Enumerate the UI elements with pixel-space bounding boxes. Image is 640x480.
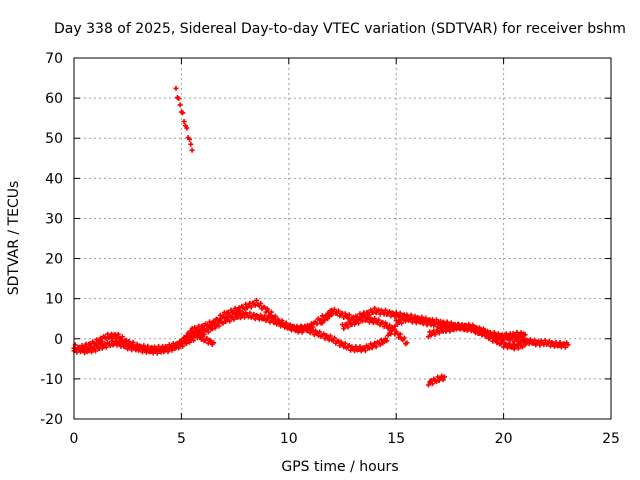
y-tick-label: 10 <box>45 292 63 308</box>
y-tick-label: 40 <box>45 171 63 187</box>
x-tick-label: 5 <box>177 431 186 447</box>
x-tick-label: 15 <box>387 431 405 447</box>
grid-layer <box>74 58 611 419</box>
label-layer: Day 338 of 2025, Sidereal Day-to-day VTE… <box>6 21 626 475</box>
x-axis-label: GPS time / hours <box>281 459 398 475</box>
y-tick-label: 30 <box>45 211 63 227</box>
chart-title: Day 338 of 2025, Sidereal Day-to-day VTE… <box>54 21 626 37</box>
plot-frame <box>73 57 612 420</box>
y-tick-label: 20 <box>45 252 63 268</box>
x-tick-label: 25 <box>602 431 620 447</box>
data-points-5 <box>340 313 410 347</box>
x-tick-label: 10 <box>280 431 298 447</box>
data-series-7 <box>173 85 195 153</box>
y-tick-label: -10 <box>40 372 63 388</box>
data-points-6 <box>425 322 528 342</box>
data-series-6 <box>425 322 528 342</box>
data-series-2 <box>178 325 217 347</box>
y-tick-label: -20 <box>40 412 63 428</box>
data-layer <box>71 85 571 388</box>
x-tick-label: 20 <box>495 431 513 447</box>
data-series-8 <box>425 373 447 388</box>
data-points-8 <box>425 373 447 388</box>
data-points-2 <box>178 325 217 347</box>
y-axis-label: SDTVAR / TECUs <box>6 181 22 296</box>
y-tick-label: 0 <box>54 332 63 348</box>
data-points-7 <box>173 85 195 153</box>
y-tick-label: 70 <box>45 51 63 67</box>
tick-layer: 0 5 10 15 20 25 -20 -10 0 10 20 30 40 50 60 70 <box>40 51 620 447</box>
y-tick-label: 60 <box>45 91 63 107</box>
data-series-5 <box>340 313 410 347</box>
x-tick-label: 0 <box>70 431 79 447</box>
y-tick-label: 50 <box>45 131 63 147</box>
